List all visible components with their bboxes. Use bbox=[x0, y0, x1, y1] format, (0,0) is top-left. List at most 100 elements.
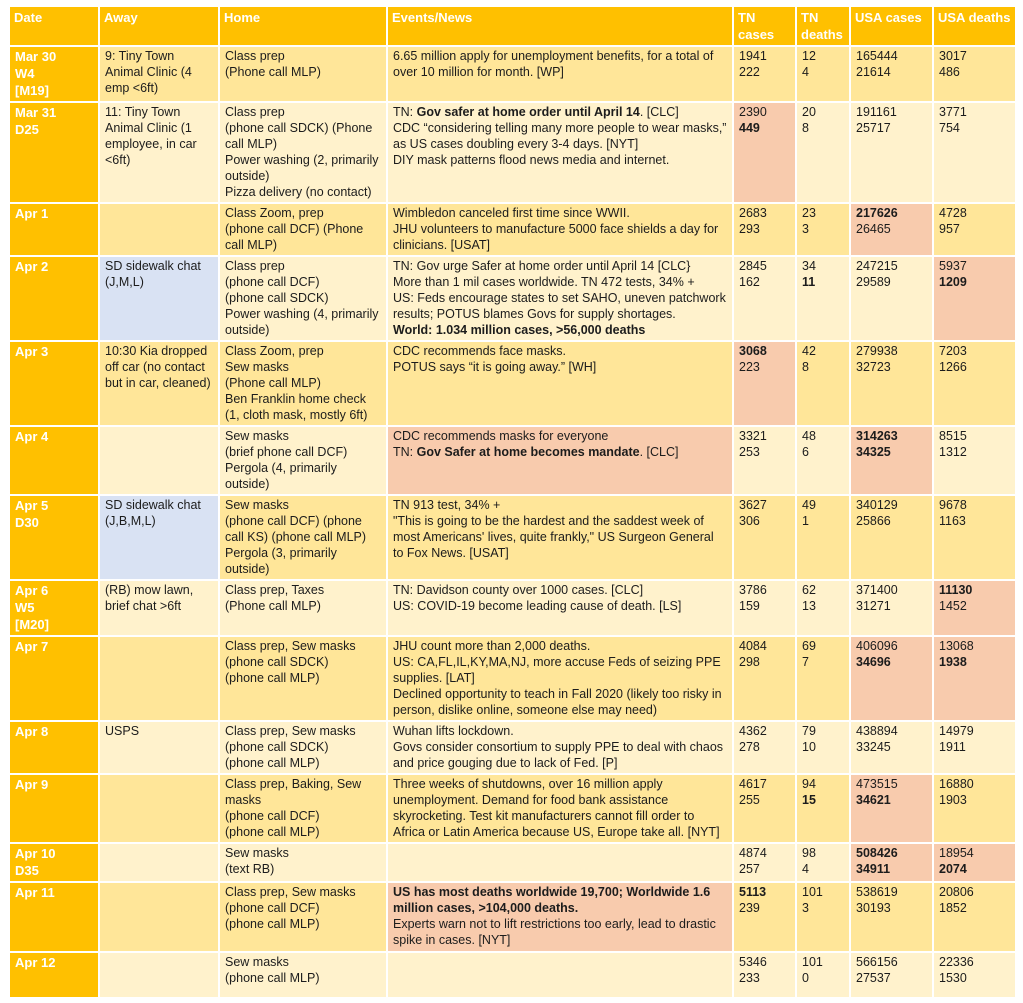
table-row: Apr 9 Class prep, Baking, Sew masks (phone… bbox=[8, 773, 1017, 844]
usa-deaths-cell: 3017 486 bbox=[932, 45, 1017, 103]
away-cell: 9: Tiny Town Animal Clinic (4 emp <6ft) bbox=[98, 45, 220, 103]
usa-deaths-cell: 20806 1852 bbox=[932, 881, 1017, 953]
home-cell: Class prep, Baking, Sew masks (phone call… bbox=[218, 773, 388, 844]
tn-deaths-cell: 23 3 bbox=[795, 202, 851, 257]
date-cell: Apr 3 bbox=[8, 340, 100, 427]
tn-cases-cell: 2683 293 bbox=[732, 202, 797, 257]
away-cell: SD sidewalk chat (J,B,M,L) bbox=[98, 494, 220, 581]
home-cell: Class prep (phone call DCF) (phone call SD… bbox=[218, 255, 388, 342]
tn-cases-cell: 4874 257 bbox=[732, 842, 797, 883]
usa-deaths-cell: 5937 1209 bbox=[932, 255, 1017, 342]
tn-cases-cell: 3627 306 bbox=[732, 494, 797, 581]
events-cell: TN: Gov urge Safer at home order until A… bbox=[386, 255, 734, 342]
table-row: Apr 12 Sew masks (phone call MLP) 5346 233 10… bbox=[8, 951, 1017, 999]
home-cell: Class prep, Taxes (Phone call MLP) bbox=[218, 579, 388, 637]
date-cell: Apr 4 bbox=[8, 425, 100, 496]
events-cell: 6.65 million apply for unemployment bene… bbox=[386, 45, 734, 103]
column-header-date: Date bbox=[8, 5, 100, 47]
column-header-tn-cases: TN cases bbox=[732, 5, 797, 47]
date-cell: Mar 31 D25 bbox=[8, 101, 100, 204]
tn-cases-cell: 3321 253 bbox=[732, 425, 797, 496]
home-cell: Sew masks (text RB) bbox=[218, 842, 388, 883]
table-row: Mar 30 W4 [M19] 9: Tiny Town Animal Clinic … bbox=[8, 45, 1017, 103]
events-cell: Three weeks of shutdowns, over 16 millio… bbox=[386, 773, 734, 844]
tn-cases-cell: 5113 239 bbox=[732, 881, 797, 953]
date-cell: Apr 7 bbox=[8, 635, 100, 722]
events-cell bbox=[386, 951, 734, 999]
tn-cases-cell: 3786 159 bbox=[732, 579, 797, 637]
tn-deaths-cell: 101 0 bbox=[795, 951, 851, 999]
events-cell: CDC recommends face masks. POTUS says “it… bbox=[386, 340, 734, 427]
usa-cases-cell: 279938 32723 bbox=[849, 340, 934, 427]
usa-deaths-cell: 11130 1452 bbox=[932, 579, 1017, 637]
tn-deaths-cell: 69 7 bbox=[795, 635, 851, 722]
events-cell: Wimbledon canceled first time since WWII… bbox=[386, 202, 734, 257]
usa-cases-cell: 165444 21614 bbox=[849, 45, 934, 103]
usa-cases-cell: 508426 34911 bbox=[849, 842, 934, 883]
tn-deaths-cell: 79 10 bbox=[795, 720, 851, 775]
usa-cases-cell: 191161 25717 bbox=[849, 101, 934, 204]
date-cell: Apr 9 bbox=[8, 773, 100, 844]
usa-cases-cell: 538619 30193 bbox=[849, 881, 934, 953]
away-cell: USPS bbox=[98, 720, 220, 775]
tn-deaths-cell: 48 6 bbox=[795, 425, 851, 496]
date-cell: Apr 5 D30 bbox=[8, 494, 100, 581]
table-row: Apr 7 Class prep, Sew masks (phone call SD… bbox=[8, 635, 1017, 722]
usa-deaths-cell: 9678 1163 bbox=[932, 494, 1017, 581]
away-cell bbox=[98, 881, 220, 953]
date-cell: Apr 8 bbox=[8, 720, 100, 775]
tn-deaths-cell: 20 8 bbox=[795, 101, 851, 204]
column-header-away: Away bbox=[98, 5, 220, 47]
home-cell: Class prep, Sew masks (phone call DCF) (ph… bbox=[218, 881, 388, 953]
column-header-usa-cases: USA cases bbox=[849, 5, 934, 47]
tn-cases-cell: 2390 449 bbox=[732, 101, 797, 204]
usa-deaths-cell: 16880 1903 bbox=[932, 773, 1017, 844]
usa-cases-cell: 314263 34325 bbox=[849, 425, 934, 496]
tn-deaths-cell: 62 13 bbox=[795, 579, 851, 637]
usa-deaths-cell: 4728 957 bbox=[932, 202, 1017, 257]
column-header-tn-deaths: TN deaths bbox=[795, 5, 851, 47]
date-cell: Mar 30 W4 [M19] bbox=[8, 45, 100, 103]
tn-deaths-cell: 101 3 bbox=[795, 881, 851, 953]
date-cell: Apr 10 D35 bbox=[8, 842, 100, 883]
table-row: Apr 8 USPS Class prep, Sew masks (phone cal… bbox=[8, 720, 1017, 775]
home-cell: Class Zoom, prep Sew masks (Phone call MLP… bbox=[218, 340, 388, 427]
usa-deaths-cell: 7203 1266 bbox=[932, 340, 1017, 427]
home-cell: Class prep, Sew masks (phone call SDCK) (p… bbox=[218, 635, 388, 722]
tn-cases-cell: 4617 255 bbox=[732, 773, 797, 844]
away-cell bbox=[98, 635, 220, 722]
home-cell: Sew masks (phone call MLP) bbox=[218, 951, 388, 999]
table-row: Apr 10 D35 Sew masks (text RB) 4874 257 98 4 508… bbox=[8, 842, 1017, 883]
usa-deaths-cell: 3771 754 bbox=[932, 101, 1017, 204]
date-cell: Apr 11 bbox=[8, 881, 100, 953]
away-cell: 11: Tiny Town Animal Clinic (1 employee,… bbox=[98, 101, 220, 204]
column-header-home: Home bbox=[218, 5, 388, 47]
table-row: Apr 11 Class prep, Sew masks (phone call D… bbox=[8, 881, 1017, 953]
date-cell: Apr 2 bbox=[8, 255, 100, 342]
tn-deaths-cell: 94 15 bbox=[795, 773, 851, 844]
covid-diary-table: Date Away Home Events/News TN cases TN d… bbox=[8, 5, 1017, 999]
tn-cases-cell: 1941 222 bbox=[732, 45, 797, 103]
tn-cases-cell: 3068 223 bbox=[732, 340, 797, 427]
table-row: Apr 5 D30 SD sidewalk chat (J,B,M,L) Sew ma… bbox=[8, 494, 1017, 581]
usa-cases-cell: 371400 31271 bbox=[849, 579, 934, 637]
events-cell: TN: Davidson county over 1000 cases. [CL… bbox=[386, 579, 734, 637]
away-cell bbox=[98, 202, 220, 257]
events-cell bbox=[386, 842, 734, 883]
usa-deaths-cell: 13068 1938 bbox=[932, 635, 1017, 722]
usa-deaths-cell: 22336 1530 bbox=[932, 951, 1017, 999]
away-cell bbox=[98, 425, 220, 496]
table-row: Apr 3 10:30 Kia dropped off car (no conta… bbox=[8, 340, 1017, 427]
events-cell: TN 913 test, 34% + "This is going to be t… bbox=[386, 494, 734, 581]
tn-deaths-cell: 12 4 bbox=[795, 45, 851, 103]
home-cell: Class prep, Sew masks (phone call SDCK) (p… bbox=[218, 720, 388, 775]
usa-cases-cell: 217626 26465 bbox=[849, 202, 934, 257]
events-cell: JHU count more than 2,000 deaths. US: CA,… bbox=[386, 635, 734, 722]
date-cell: Apr 1 bbox=[8, 202, 100, 257]
tn-deaths-cell: 34 11 bbox=[795, 255, 851, 342]
home-cell: Class prep (Phone call MLP) bbox=[218, 45, 388, 103]
usa-cases-cell: 473515 34621 bbox=[849, 773, 934, 844]
tn-cases-cell: 5346 233 bbox=[732, 951, 797, 999]
away-cell bbox=[98, 951, 220, 999]
